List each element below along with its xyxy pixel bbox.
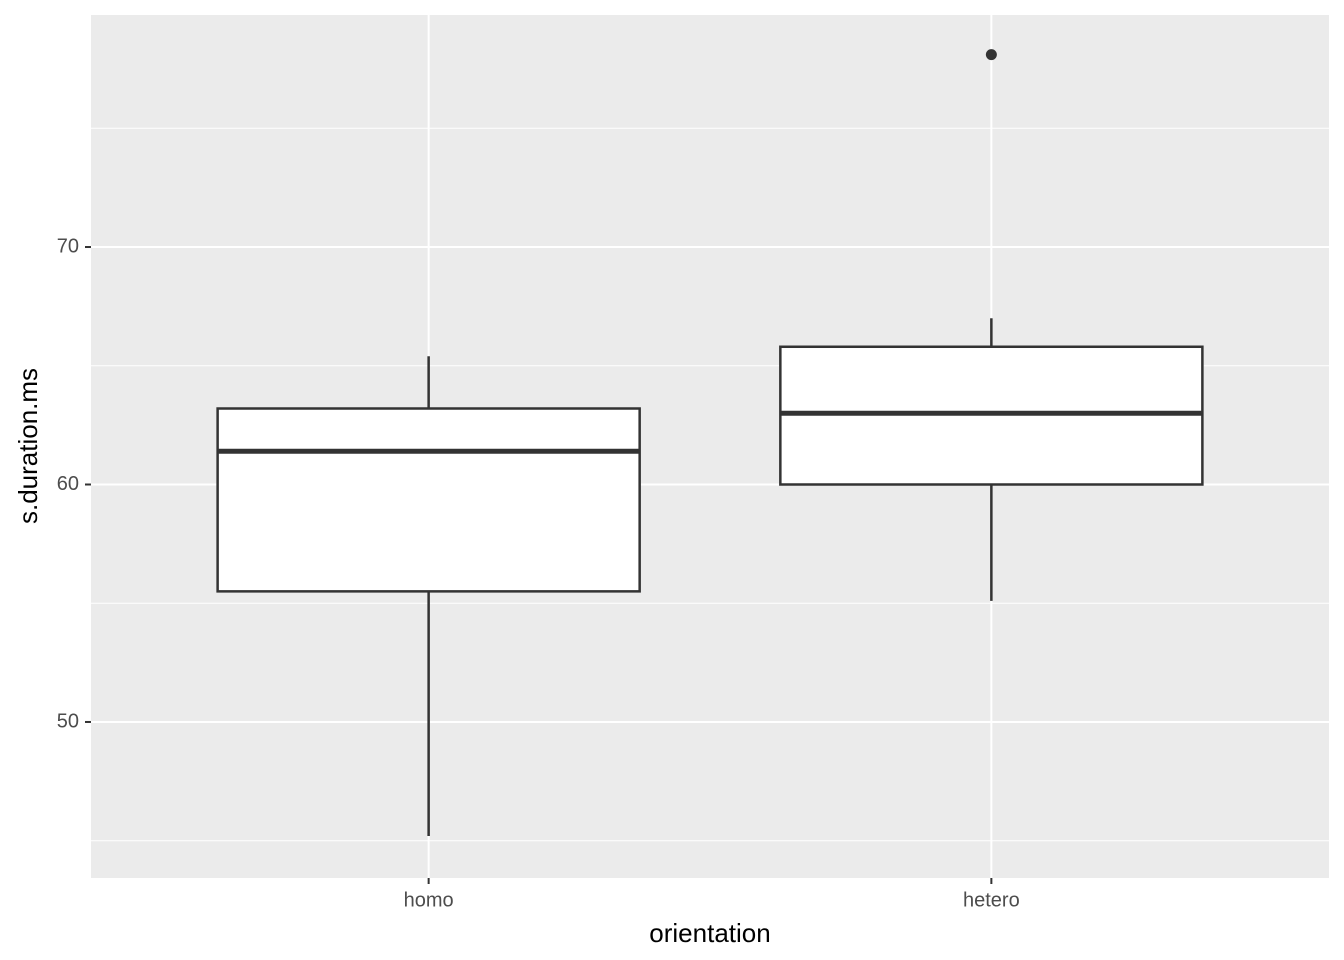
x-tick-label: hetero (963, 889, 1020, 911)
outlier (985, 49, 997, 61)
y-tick-label: 60 (57, 473, 79, 495)
y-tick-label: 70 (57, 235, 79, 257)
x-tick-label: homo (404, 889, 454, 911)
y-tick-label: 50 (57, 710, 79, 732)
x-axis-title: orientation (649, 918, 770, 948)
y-axis-title: s.duration.ms (13, 368, 43, 524)
box (216, 407, 641, 593)
